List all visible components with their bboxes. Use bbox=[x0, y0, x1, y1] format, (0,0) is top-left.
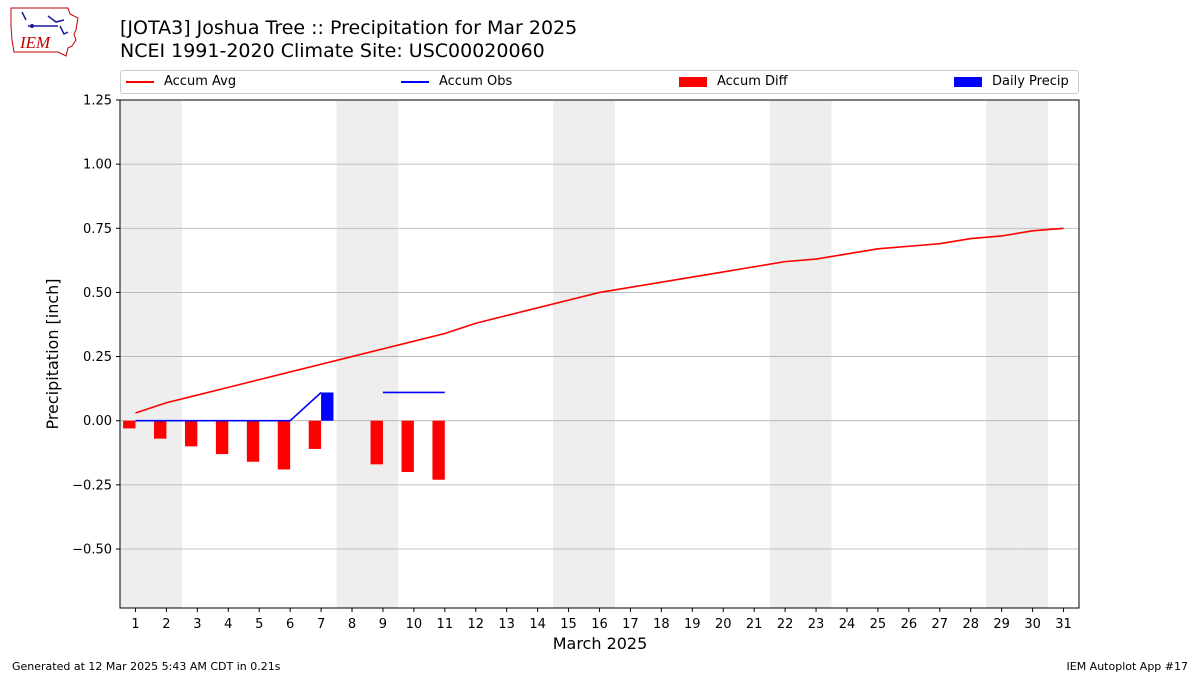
x-tick-label: 10 bbox=[406, 617, 423, 632]
y-tick-label: 1.00 bbox=[83, 158, 112, 173]
weekend-shading bbox=[120, 100, 1049, 608]
shade-band-day-1 bbox=[120, 100, 151, 608]
legend-swatch-accum-avg bbox=[126, 80, 154, 83]
x-tick-label: 29 bbox=[993, 617, 1010, 632]
x-tick-label: 31 bbox=[1055, 617, 1072, 632]
legend-item-daily-precip: Daily Precip bbox=[954, 74, 1069, 89]
legend-item-accum-obs: Accum Obs bbox=[401, 74, 512, 89]
logo-text: IEM bbox=[19, 33, 51, 52]
y-tick-label: 0.00 bbox=[83, 414, 112, 429]
y-tick-label: 0.25 bbox=[83, 350, 112, 365]
x-tick-label: 6 bbox=[286, 617, 294, 632]
x-tick-label: 16 bbox=[591, 617, 608, 632]
x-tick-label: 15 bbox=[560, 617, 577, 632]
x-tick-label: 9 bbox=[379, 617, 387, 632]
x-tick-label: 3 bbox=[193, 617, 201, 632]
x-tick-label: 12 bbox=[467, 617, 484, 632]
accum-diff-bar bbox=[432, 420, 445, 480]
legend-swatch-accum-diff bbox=[679, 76, 707, 87]
accum-diff-bar bbox=[277, 420, 291, 470]
x-tick-label: 30 bbox=[1024, 617, 1041, 632]
shade-band-day-30 bbox=[1017, 100, 1049, 608]
chart-legend: Accum Avg Accum Obs Accum Diff Daily Pre… bbox=[120, 70, 1079, 94]
daily-precip-bar bbox=[321, 392, 334, 421]
weather-station-icon bbox=[21, 11, 69, 36]
x-axis-label: March 2025 bbox=[553, 634, 648, 653]
station-dot-icon bbox=[30, 24, 34, 28]
legend-label-accum-diff: Accum Diff bbox=[717, 74, 788, 89]
lines bbox=[135, 227, 1064, 422]
shade-band-day-16 bbox=[584, 100, 615, 608]
legend-swatch-daily-precip bbox=[954, 76, 982, 87]
x-tick-label: 2 bbox=[162, 617, 170, 632]
x-tick-label: 19 bbox=[684, 617, 701, 632]
x-tick-label: 13 bbox=[498, 617, 515, 632]
iem-logo: IEM bbox=[10, 7, 79, 57]
x-tick-label: 5 bbox=[255, 617, 263, 632]
accum-diff-bar bbox=[370, 420, 383, 465]
x-tick-label: 7 bbox=[317, 617, 325, 632]
y-tick-label: 0.50 bbox=[83, 286, 112, 301]
chart-title: [JOTA3] Joshua Tree :: Precipitation for… bbox=[120, 17, 578, 39]
y-axis-ticks: 1.25 1.00 0.75 0.50 0.25 0.00 −0.25 −0.50 bbox=[72, 94, 120, 557]
y-tick-label: −0.25 bbox=[72, 478, 112, 493]
accum-avg-line bbox=[135, 227, 1064, 414]
shade-band-day-23 bbox=[800, 100, 832, 608]
x-tick-label: 11 bbox=[437, 617, 454, 632]
chart-subtitle: NCEI 1991-2020 Climate Site: USC00020060 bbox=[120, 40, 545, 62]
accum-obs-line bbox=[135, 391, 322, 422]
x-tick-label: 21 bbox=[746, 617, 763, 632]
accum-diff-bar bbox=[184, 420, 198, 447]
y-tick-label: 0.75 bbox=[83, 222, 112, 237]
shade-band-day-22 bbox=[769, 100, 801, 608]
y-tick-label: −0.50 bbox=[72, 542, 112, 557]
x-tick-label: 4 bbox=[224, 617, 232, 632]
accum-diff-bar bbox=[308, 420, 322, 449]
x-tick-label: 14 bbox=[529, 617, 546, 632]
shade-band-day-2 bbox=[150, 100, 182, 608]
accum-diff-bar bbox=[401, 420, 414, 473]
x-tick-label: 24 bbox=[839, 617, 856, 632]
shade-band-day-29 bbox=[986, 100, 1018, 608]
legend-swatch-accum-obs bbox=[401, 80, 429, 83]
shade-band-day-15 bbox=[553, 100, 585, 608]
legend-label-accum-obs: Accum Obs bbox=[439, 74, 513, 89]
legend-item-accum-diff: Accum Diff bbox=[679, 74, 788, 89]
x-tick-label: 23 bbox=[808, 617, 825, 632]
y-axis-label: Precipitation [inch] bbox=[43, 278, 62, 429]
x-tick-label: 20 bbox=[715, 617, 732, 632]
bars bbox=[123, 392, 445, 480]
legend-label-daily-precip: Daily Precip bbox=[992, 74, 1069, 89]
x-tick-label: 26 bbox=[901, 617, 918, 632]
x-tick-label: 18 bbox=[653, 617, 670, 632]
x-tick-label: 17 bbox=[622, 617, 639, 632]
shade-band-day-9 bbox=[367, 100, 399, 608]
legend-item-accum-avg: Accum Avg bbox=[126, 74, 236, 89]
x-tick-label: 22 bbox=[777, 617, 794, 632]
accum-diff-bar bbox=[215, 420, 229, 455]
x-tick-label: 8 bbox=[348, 617, 356, 632]
accum-diff-bar bbox=[154, 420, 167, 439]
legend-label-accum-avg: Accum Avg bbox=[164, 74, 237, 89]
accum-diff-bar bbox=[246, 420, 260, 462]
accum-diff-bar bbox=[123, 420, 136, 429]
x-axis-ticks: 1 2 3 4 5 6 7 8 9 10 11 12 13 14 15 16 17 18 19 20 21 22 23 24 2… bbox=[131, 608, 1072, 632]
x-tick-label: 27 bbox=[932, 617, 949, 632]
footer-app-text: IEM Autoplot App #17 bbox=[1066, 660, 1189, 673]
x-tick-label: 25 bbox=[870, 617, 887, 632]
x-tick-label: 28 bbox=[962, 617, 979, 632]
x-tick-label: 1 bbox=[131, 617, 139, 632]
y-tick-label: 1.25 bbox=[83, 94, 112, 109]
footer-generated-text: Generated at 12 Mar 2025 5:43 AM CDT in … bbox=[12, 660, 281, 673]
